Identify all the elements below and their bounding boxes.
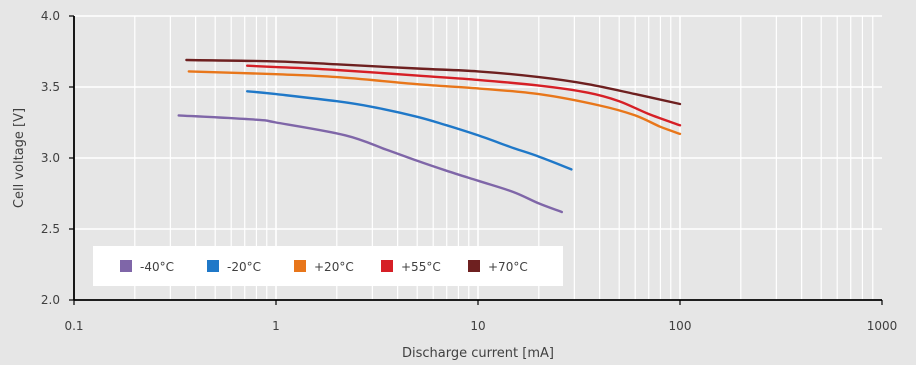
y-tick-label: 3.5 <box>41 80 60 94</box>
legend-label: +55°C <box>401 260 441 274</box>
legend-swatch <box>120 260 132 272</box>
y-axis-title: Cell voltage [V] <box>12 108 27 208</box>
y-tick-label: 2.0 <box>41 293 60 307</box>
series-line <box>185 58 682 106</box>
legend-swatch <box>207 260 219 272</box>
legend-label: +70°C <box>488 260 528 274</box>
series-line <box>246 64 682 127</box>
series-line <box>246 90 573 171</box>
legend-swatch <box>294 260 306 272</box>
series-lines <box>177 58 682 214</box>
x-axis-title: Discharge current [mA] <box>402 346 554 361</box>
axes <box>69 15 883 305</box>
series-line <box>187 70 682 136</box>
y-tick-label: 3.0 <box>41 151 60 165</box>
legend-swatch <box>468 260 480 272</box>
y-tick-label: 2.5 <box>41 222 60 236</box>
legend-label: +20°C <box>314 260 354 274</box>
legend-swatch <box>381 260 393 272</box>
series-line <box>177 114 563 214</box>
x-tick-label: 1000 <box>867 319 898 333</box>
y-tick-label: 4.0 <box>41 9 60 23</box>
x-tick-label: 1 <box>272 319 280 333</box>
legend-box <box>93 246 563 286</box>
tick-labels: 0.1 1 10 100 1000 2.0 2.5 3.0 3.5 4.0 <box>41 9 897 333</box>
x-tick-label: 10 <box>470 319 485 333</box>
x-tick-label: 100 <box>669 319 692 333</box>
x-tick-label: 0.1 <box>64 319 83 333</box>
legend: -40°C -20°C +20°C +55°C +70°C <box>93 246 563 286</box>
legend-label: -40°C <box>140 260 174 274</box>
legend-label: -20°C <box>227 260 261 274</box>
